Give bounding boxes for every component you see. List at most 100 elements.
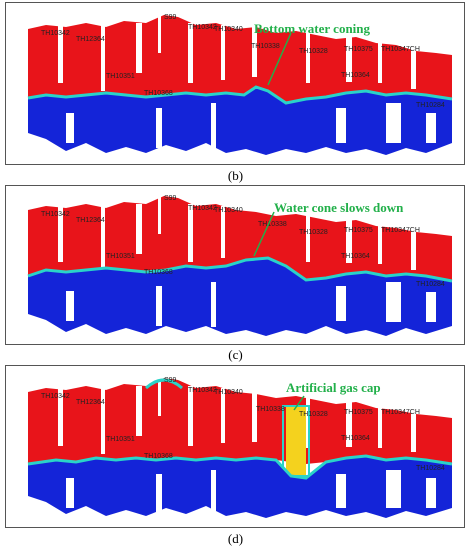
well-label: TH10342 (188, 205, 217, 212)
section-shape (158, 376, 161, 416)
section-shape (66, 478, 74, 508)
well-label: TH10375 (344, 409, 373, 416)
well-label: TH10338 (256, 406, 285, 413)
well-label: TH10368 (144, 90, 173, 97)
annotation-label: Bottom water coning (254, 21, 371, 36)
well-label: TH10351 (106, 73, 135, 80)
caption-d: (d) (227, 531, 244, 546)
well-label: TH12364 (76, 217, 105, 224)
section-shape (188, 204, 193, 262)
well-label: TH10328 (299, 48, 328, 55)
well-label: TH10328 (299, 411, 328, 418)
section-shape (346, 218, 352, 263)
well-label: TH10340 (214, 26, 243, 33)
well-label: TH10375 (344, 227, 373, 234)
section-shape (156, 108, 162, 148)
well-label: TH10347CH (381, 409, 420, 416)
annotation-arrow (293, 395, 305, 411)
well-label: TH10342 (41, 211, 70, 218)
panel-b: TH10342 TH12364 S99 TH10342 TH10340 TH10… (5, 2, 465, 165)
section-shape (211, 470, 216, 512)
well-label: TH10351 (106, 253, 135, 260)
section-shape (346, 37, 352, 82)
section-shape (411, 49, 416, 89)
section-shape (378, 224, 382, 264)
section-shape (336, 286, 346, 321)
well-label: TH10375 (344, 46, 373, 53)
well-label: TH10340 (214, 207, 243, 214)
section-shape (58, 204, 63, 262)
well-label: TH12364 (76, 36, 105, 43)
well-labels: TH10342 TH12364 S99 TH10342 TH10340 TH10… (41, 377, 445, 472)
trace-gaps (58, 13, 416, 91)
well-labels: TH10342 TH12364 S99 TH10342 TH10340 TH10… (41, 14, 445, 109)
section-shape (378, 408, 382, 448)
well-label: TH12364 (76, 399, 105, 406)
well-labels: TH10342 TH12364 S99 TH10342 TH10340 TH10… (41, 195, 445, 288)
section-shape (221, 25, 225, 80)
well-label: S99 (164, 14, 177, 21)
section-shape (136, 23, 142, 73)
section-shape (426, 113, 436, 143)
well-label: TH10347CH (381, 227, 420, 234)
section-shape (211, 103, 216, 148)
section-shape (136, 204, 142, 254)
section-shape (411, 230, 416, 270)
annotation-arrow (267, 32, 292, 86)
section-shape (306, 33, 310, 83)
section-shape (336, 108, 346, 143)
gas-cap-zone (286, 406, 306, 476)
panel-c: TH10342 TH12364 S99 TH10342 TH10340 TH10… (5, 185, 465, 345)
well-label: TH10342 (41, 30, 70, 37)
caption-c: (c) (228, 347, 243, 362)
well-label: TH10284 (416, 102, 445, 109)
water-gaps (66, 470, 436, 514)
well-label: TH10338 (258, 221, 287, 228)
annotation-arrow (253, 211, 275, 257)
caption-b: (b) (227, 168, 244, 183)
section-shape (386, 282, 401, 322)
reservoir-section-b: TH10342 TH12364 S99 TH10342 TH10340 TH10… (27, 13, 453, 155)
well-label: TH10284 (416, 281, 445, 288)
well-label: TH10351 (106, 436, 135, 443)
reservoir-section-d: TH10342 TH12364 S99 TH10342 TH10340 TH10… (27, 376, 453, 518)
trace-gaps (58, 194, 416, 270)
section-shape (66, 113, 74, 143)
water-gaps (66, 103, 436, 148)
gas-cap-arc (145, 378, 183, 390)
section-shape (156, 474, 162, 514)
well-label: TH10347CH (381, 46, 420, 53)
section-shape (221, 206, 225, 258)
well-label: TH10284 (416, 465, 445, 472)
well-label: TH10368 (144, 269, 173, 276)
well-label: TH10364 (341, 435, 370, 442)
well-label: S99 (164, 377, 177, 384)
panel-d: TH10342 TH12364 S99 TH10342 TH10340 TH10… (5, 365, 465, 528)
well-label: TH10342 (188, 24, 217, 31)
section-shape (101, 202, 105, 268)
well-label: S99 (164, 195, 177, 202)
well-label: TH10364 (341, 72, 370, 79)
well-label: TH10368 (144, 453, 173, 460)
section-shape (386, 470, 401, 508)
section-shape (306, 214, 310, 262)
section-shape (101, 21, 105, 91)
section-shape (58, 23, 63, 83)
section-shape (58, 386, 63, 446)
section-shape (158, 194, 161, 234)
section-shape (426, 292, 436, 322)
well-label: TH10340 (214, 389, 243, 396)
well-label: TH10342 (41, 393, 70, 400)
well-label: TH10338 (251, 43, 280, 50)
section-shape (252, 392, 257, 442)
transition-band (27, 85, 453, 105)
section-shape (158, 13, 161, 53)
annotation-label: Artificial gas cap (286, 380, 381, 395)
section-shape (221, 388, 225, 443)
section-shape (386, 103, 401, 143)
water-gaps (66, 282, 436, 327)
section-shape (252, 27, 257, 77)
section-shape (101, 384, 105, 454)
section-shape (156, 286, 162, 326)
section-shape (378, 43, 382, 83)
